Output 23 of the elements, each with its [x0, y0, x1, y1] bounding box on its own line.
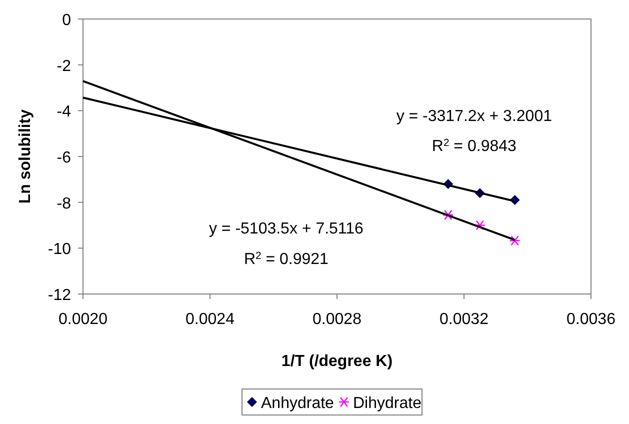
annotation: R$^{2}$ = 0.9921: [244, 250, 329, 268]
y-tick-label: -6: [56, 150, 72, 166]
x-tick-label: 0.0024: [186, 311, 235, 328]
y-axis-title: Ln solubility: [17, 109, 34, 204]
point: [509, 235, 520, 246]
x-tick-label: 0.0020: [58, 311, 108, 328]
y-tick-label: -12: [48, 287, 72, 304]
point: [442, 210, 454, 220]
annotation: R$^{2}$ = 0.9843: [432, 138, 517, 155]
point: [474, 220, 486, 230]
legend-label: Anhydrate: [261, 395, 334, 412]
y-tick-label: -2: [56, 58, 72, 75]
y-tick-label: -10: [48, 241, 72, 258]
x-tick-label: 0.0032: [440, 311, 489, 328]
y-tick-label: 0: [62, 12, 72, 29]
y-tick-label: -8: [56, 195, 72, 212]
annotation: y = -3317.2x + 3.2001: [396, 108, 552, 125]
x-axis-title: 1/T (/degree K): [281, 353, 393, 370]
x-tick-label: 0.0028: [312, 311, 362, 328]
x-tick-label: 0.0036: [566, 311, 616, 328]
annotation: y = -5103.5x + 7.5116: [208, 220, 364, 238]
y-tick-label: -4: [56, 104, 72, 121]
legend-label: Dihydrate: [353, 395, 422, 412]
